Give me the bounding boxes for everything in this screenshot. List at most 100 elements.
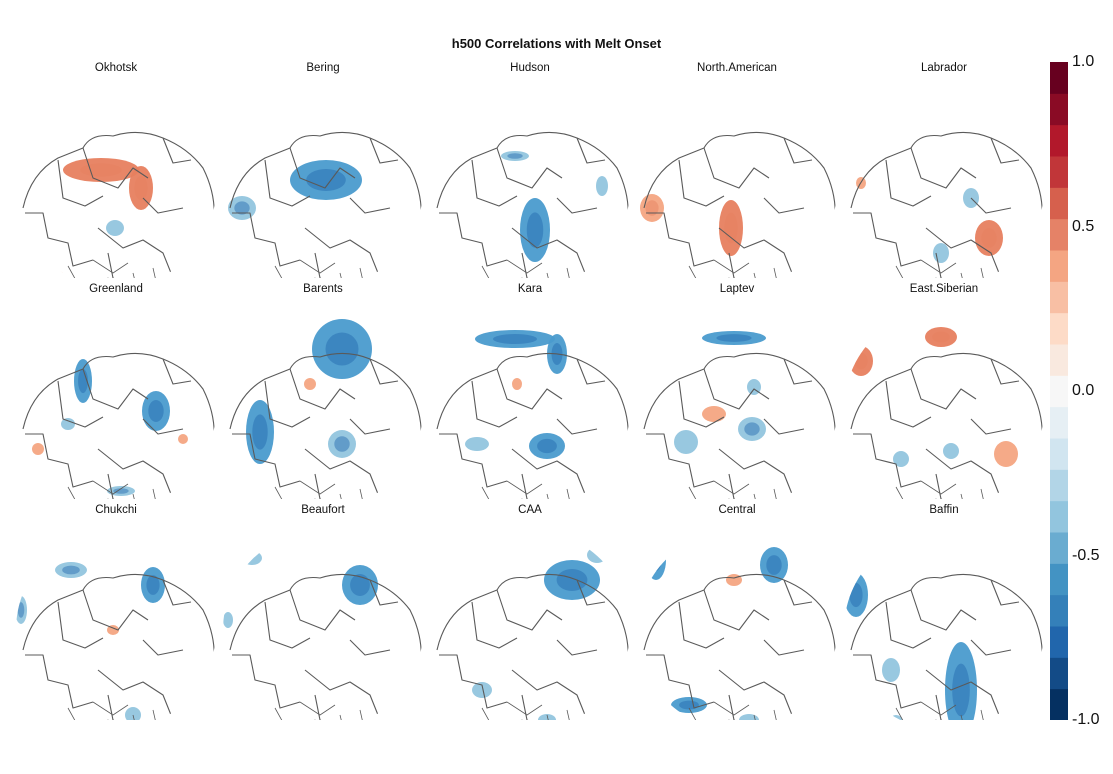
negative-correlation-patch <box>55 562 87 578</box>
correlation-core <box>526 212 544 248</box>
coastline <box>25 654 94 709</box>
colorbar-labels: 1.0 0.5 0.0 -0.5 -1.0 <box>1072 53 1112 728</box>
coastline <box>264 601 311 649</box>
colorbar-segment <box>1050 344 1068 376</box>
coastline <box>853 212 922 267</box>
correlation-core <box>766 555 782 575</box>
country-border <box>546 488 573 499</box>
positive-correlation-patch <box>994 441 1018 467</box>
coastline <box>576 358 606 385</box>
correlation-core <box>134 175 148 201</box>
panel-title: Baffin <box>929 504 959 516</box>
correlation-core <box>325 332 359 366</box>
negative-correlation-patch <box>671 697 707 713</box>
country-border <box>546 709 573 720</box>
coastline <box>57 601 104 649</box>
colorbar-segment <box>1050 187 1068 220</box>
coastline <box>783 358 813 385</box>
correlation-core <box>62 565 80 575</box>
positive-correlation-patch <box>304 378 316 390</box>
coastline <box>496 147 563 189</box>
correlation-core <box>493 334 537 344</box>
correlation-core <box>854 352 868 370</box>
coastline <box>728 694 775 720</box>
panel-title: Kara <box>517 283 543 295</box>
coastline <box>935 473 982 499</box>
correlation-core <box>234 201 250 215</box>
coastline <box>439 654 508 709</box>
coastline <box>496 368 563 410</box>
coastline <box>304 448 381 499</box>
polar-map <box>850 131 1043 278</box>
negative-correlation-patch <box>529 433 565 459</box>
panel-title: East.Siberian <box>909 283 979 295</box>
negative-correlation-patch <box>475 330 555 348</box>
country-border <box>299 259 336 274</box>
coastline <box>162 358 192 385</box>
negative-correlation-patch <box>933 243 949 263</box>
polar-map <box>228 131 422 278</box>
coastline <box>576 137 606 164</box>
coastline <box>22 573 215 717</box>
positive-correlation-patch <box>32 443 44 455</box>
correlation-core <box>148 400 164 422</box>
country-border <box>132 267 159 278</box>
country-border <box>339 267 366 278</box>
map-panel: Labrador <box>841 62 1047 282</box>
coastline <box>885 601 932 649</box>
colorbar-segment <box>1050 406 1068 439</box>
country-border <box>960 488 987 499</box>
coastline <box>289 589 356 631</box>
coastline <box>369 137 399 164</box>
polar-map <box>229 319 422 499</box>
coastline <box>97 669 174 720</box>
coastline <box>511 448 588 499</box>
polar-map <box>643 331 836 499</box>
coastline <box>910 589 977 631</box>
colorbar-segment <box>1050 218 1068 251</box>
coastline <box>521 473 568 499</box>
negative-correlation-patch <box>228 196 256 220</box>
panel-title: Barents <box>303 283 343 295</box>
coastline <box>232 654 301 709</box>
country-border <box>92 701 129 716</box>
correlation-core <box>306 169 346 191</box>
coastline <box>970 639 1012 656</box>
coastline <box>97 227 174 278</box>
polar-map <box>643 540 836 720</box>
coastline <box>439 212 508 267</box>
polar-map <box>844 573 1043 720</box>
coastline <box>853 654 922 709</box>
country-border <box>960 709 987 720</box>
page-title: h500 Correlations with Melt Onset <box>451 36 662 51</box>
coastline <box>25 433 94 488</box>
colorbar-tick-label: -1.0 <box>1072 711 1100 728</box>
negative-correlation-patch <box>223 612 233 628</box>
colorbar-segment <box>1050 500 1068 533</box>
correlation-core <box>716 334 752 342</box>
correlation-core <box>650 549 662 571</box>
correlation-core <box>744 422 760 436</box>
country-border <box>299 480 336 495</box>
coastline <box>521 252 568 278</box>
negative-correlation-patch <box>290 160 362 200</box>
negative-correlation-patch <box>451 545 463 555</box>
map-panel: Bering <box>220 62 426 282</box>
negative-correlation-patch <box>142 391 170 431</box>
country-border <box>920 259 957 274</box>
country-border <box>92 259 129 274</box>
coastline <box>314 252 361 278</box>
colorbar-segment <box>1050 438 1068 470</box>
polar-map <box>22 352 215 499</box>
coastline <box>763 418 805 435</box>
coastline <box>229 573 422 717</box>
coastline <box>264 159 311 207</box>
positive-correlation-patch <box>51 271 65 278</box>
coastline <box>304 227 381 278</box>
colorbar-segment <box>1050 375 1068 408</box>
coastline <box>935 252 982 278</box>
positive-correlation-patch <box>726 574 742 586</box>
positive-correlation-patch <box>63 158 139 182</box>
negative-correlation-patch <box>587 547 607 563</box>
colorbar-segment <box>1050 657 1068 690</box>
